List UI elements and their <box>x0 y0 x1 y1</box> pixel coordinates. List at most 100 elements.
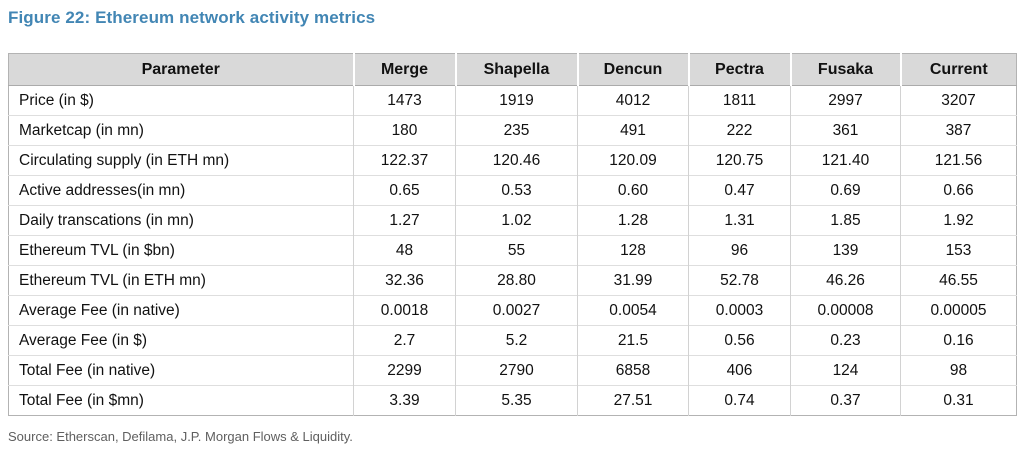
value-cell: 1.92 <box>900 205 1017 236</box>
value-cell: 0.16 <box>900 325 1017 356</box>
column-header-merge: Merge <box>352 53 456 86</box>
value-cell: 491 <box>577 115 689 146</box>
figure-title: Figure 22: Ethereum network activity met… <box>8 8 376 27</box>
value-cell: 48 <box>353 235 456 266</box>
value-cell: 55 <box>455 235 578 266</box>
table-row: Average Fee (in native) 0.0018 0.0027 0.005… <box>8 295 1017 326</box>
value-cell: 2790 <box>455 355 578 386</box>
value-cell: 6858 <box>577 355 689 386</box>
value-cell: 3.39 <box>353 385 456 416</box>
column-header-fusaka: Fusaka <box>789 53 901 86</box>
value-cell: 0.56 <box>688 325 791 356</box>
param-cell: Daily transcations (in mn) <box>8 205 354 236</box>
value-cell: 2299 <box>353 355 456 386</box>
value-cell: 52.78 <box>688 265 791 296</box>
value-cell: 361 <box>790 115 901 146</box>
param-cell: Price (in $) <box>19 91 94 109</box>
table-row: Ethereum TVL (in ETH mn) 32.36 28.80 31.99 5… <box>8 265 1017 296</box>
value-cell: 2997 <box>790 85 901 116</box>
value-cell: 31.99 <box>577 265 689 296</box>
source-note: Source: Etherscan, Defilama, J.P. Morgan… <box>8 429 353 444</box>
value-cell: 98 <box>900 355 1017 386</box>
metrics-table-body: Price (in $) 1473 1919 4012 1811 2997 3207 Mark… <box>8 85 1017 416</box>
value-cell: 28.80 <box>455 265 578 296</box>
value-cell: 124 <box>790 355 901 386</box>
value-cell: 0.0027 <box>455 295 578 326</box>
table-row: Ethereum TVL (in $bn) 48 55 128 96 139 153 <box>8 235 1017 266</box>
value-cell: 1.27 <box>353 205 456 236</box>
value-cell: 406 <box>688 355 791 386</box>
value-cell: 4012 <box>577 85 689 116</box>
value-cell: 32.36 <box>353 265 456 296</box>
value-cell: 139 <box>790 235 901 266</box>
column-header-current: Current <box>899 53 1017 86</box>
table-row: Active addresses(in mn) 0.65 0.53 0.60 0.47 0… <box>8 175 1017 206</box>
value-cell: 5.2 <box>455 325 578 356</box>
value-cell: 121.40 <box>790 145 901 176</box>
value-cell: 3207 <box>900 85 1017 116</box>
table-row: Average Fee (in $) 2.7 5.2 21.5 0.56 0.23 0.16 <box>8 325 1017 356</box>
value-cell: 0.65 <box>353 175 456 206</box>
value-cell: 46.55 <box>900 265 1017 296</box>
value-cell: 235 <box>455 115 578 146</box>
value-cell: 1.85 <box>790 205 901 236</box>
value-cell: 0.37 <box>790 385 901 416</box>
value-cell: 180 <box>353 115 456 146</box>
value-cell: 0.0054 <box>577 295 689 326</box>
value-cell: 46.26 <box>790 265 901 296</box>
value-cell: 27.51 <box>577 385 689 416</box>
value-cell: 1919 <box>455 85 578 116</box>
param-cell: Ethereum TVL (in $bn) <box>8 235 354 266</box>
value-cell: 121.56 <box>900 145 1017 176</box>
value-cell: 0.00005 <box>900 295 1017 326</box>
value-cell: 96 <box>688 235 791 266</box>
value-cell: 120.09 <box>577 145 689 176</box>
param-cell: Average Fee (in native) <box>8 295 354 326</box>
value-cell: 0.31 <box>900 385 1017 416</box>
param-cell: Total Fee (in $mn) <box>8 385 354 416</box>
value-cell: 1.28 <box>577 205 689 236</box>
value-cell: 222 <box>688 115 791 146</box>
param-cell: Ethereum TVL (in ETH mn) <box>8 265 354 296</box>
param-cell: Total Fee (in native) <box>8 355 354 386</box>
value-cell: 0.23 <box>790 325 901 356</box>
value-cell: 0.00008 <box>790 295 901 326</box>
value-cell: 0.53 <box>455 175 578 206</box>
value-cell: 1.02 <box>455 205 578 236</box>
column-header-parameter: Parameter <box>8 53 354 86</box>
param-cell: Average Fee (in $) <box>8 325 354 356</box>
metrics-table: Parameter Merge Shapella Dencun Pectra Fusaka… <box>8 53 1017 416</box>
param-cell: Active addresses(in mn) <box>8 175 354 206</box>
value-cell: 387 <box>900 115 1017 146</box>
value-cell: 0.74 <box>688 385 791 416</box>
value-cell: 120.75 <box>688 145 791 176</box>
param-cell: Marketcap (in mn) <box>8 115 354 146</box>
header-row: Parameter Merge Shapella Dencun Pectra Fusaka… <box>8 53 1017 86</box>
value-cell: 5.35 <box>455 385 578 416</box>
value-cell: 0.47 <box>688 175 791 206</box>
table-row: Circulating supply (in ETH mn) 122.37 120.… <box>8 145 1017 176</box>
value-cell: 128 <box>577 235 689 266</box>
table-row: Daily transcations (in mn) 1.27 1.02 1.28 1.… <box>8 205 1017 236</box>
value-cell: 1811 <box>688 85 791 116</box>
value-cell: 153 <box>900 235 1017 266</box>
value-cell: 0.69 <box>790 175 901 206</box>
param-cell: Circulating supply (in ETH mn) <box>8 145 354 176</box>
value-cell: 120.46 <box>455 145 578 176</box>
value-cell: 0.66 <box>900 175 1017 206</box>
table-row: Total Fee (in $mn) 3.39 5.35 27.51 0.74 0.37 0… <box>8 385 1017 416</box>
column-header-shapella: Shapella <box>454 53 578 86</box>
table-row: Price (in $) 1473 1919 4012 1811 2997 3207 <box>9 85 1017 116</box>
column-header-dencun: Dencun <box>576 53 689 86</box>
column-header-pectra: Pectra <box>687 53 791 86</box>
value-cell: 0.0018 <box>353 295 456 326</box>
table-row: Marketcap (in mn) 180 235 491 222 361 387 <box>8 115 1017 146</box>
value-cell: 1473 <box>353 85 456 116</box>
table-row: Total Fee (in native) 2299 2790 6858 406 124 9… <box>8 355 1017 386</box>
value-cell: 0.60 <box>577 175 689 206</box>
value-cell: 0.0003 <box>688 295 791 326</box>
value-cell: 1.31 <box>688 205 791 236</box>
value-cell: 2.7 <box>353 325 456 356</box>
value-cell: 21.5 <box>577 325 689 356</box>
